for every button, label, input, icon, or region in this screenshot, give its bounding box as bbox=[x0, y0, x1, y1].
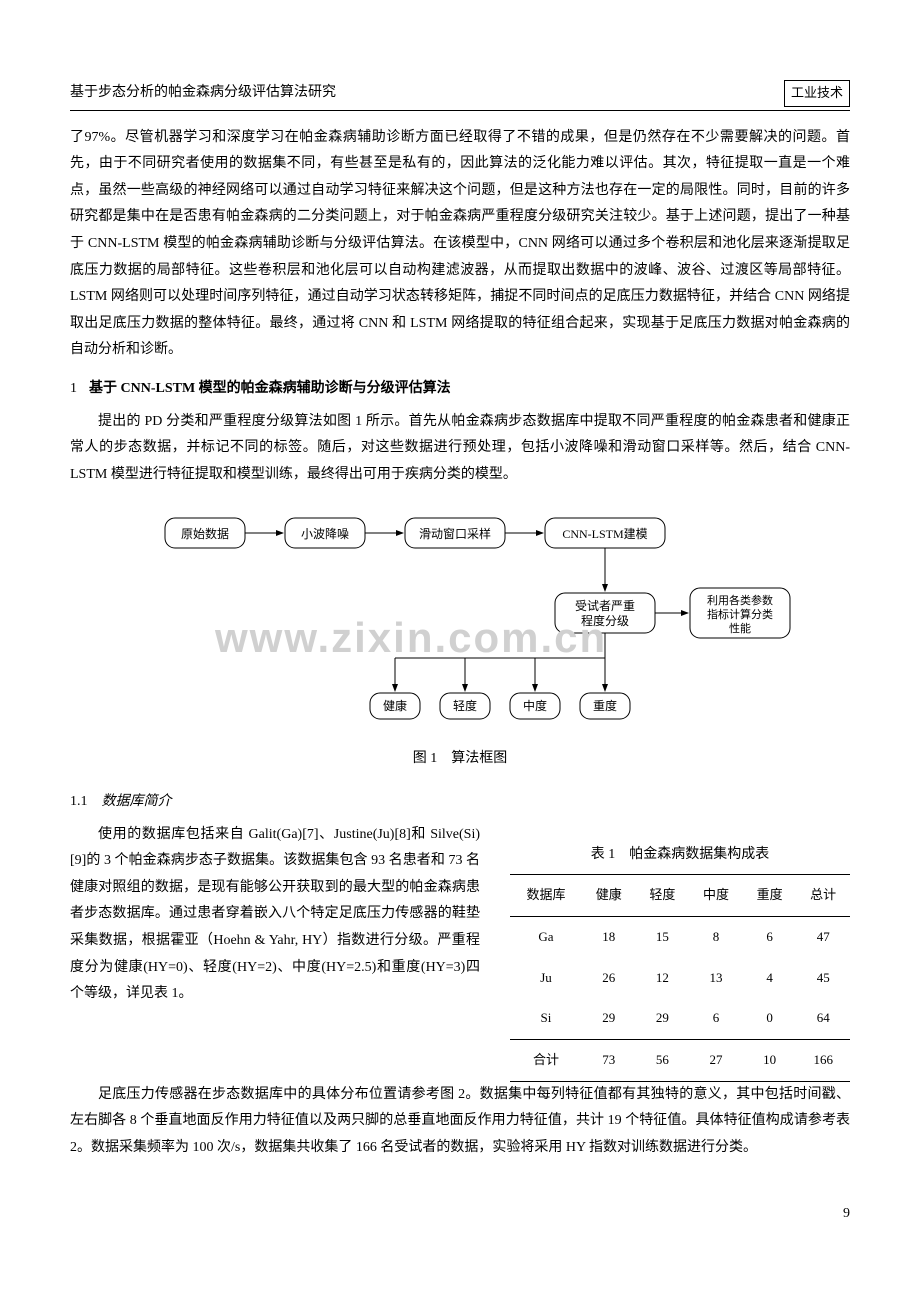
table-cell: 18 bbox=[582, 916, 636, 957]
table-cell: 15 bbox=[636, 916, 690, 957]
svg-text:程度分级: 程度分级 bbox=[581, 613, 629, 628]
subsection11-title: 数据库简介 bbox=[102, 794, 172, 809]
section1-para1: 提出的 PD 分类和严重程度分级算法如图 1 所示。首先从帕金森病步态数据库中提… bbox=[70, 409, 850, 489]
table-cell: 56 bbox=[636, 1039, 690, 1081]
table-cell: 4 bbox=[743, 958, 797, 999]
table-header-cell: 健康 bbox=[582, 875, 636, 917]
section1-num: 1 bbox=[70, 381, 77, 396]
svg-text:受试者严重: 受试者严重 bbox=[575, 598, 635, 613]
svg-text:利用各类参数: 利用各类参数 bbox=[707, 593, 773, 607]
table-cell: 26 bbox=[582, 958, 636, 999]
subsection11-heading: 1.1 数据库简介 bbox=[70, 789, 850, 816]
subsection11-para1: 使用的数据库包括来自 Galit(Ga)[7]、Justine(Ju)[8]和 … bbox=[70, 822, 480, 1008]
table-row: Ju 26 12 13 4 45 bbox=[510, 958, 850, 999]
svg-text:滑动窗口采样: 滑动窗口采样 bbox=[419, 526, 491, 541]
table-header-cell: 数据库 bbox=[510, 875, 582, 917]
table-cell: 6 bbox=[689, 998, 743, 1039]
table-cell: Si bbox=[510, 998, 582, 1039]
table-cell: 0 bbox=[743, 998, 797, 1039]
table-cell: 64 bbox=[796, 998, 850, 1039]
table-cell: Ju bbox=[510, 958, 582, 999]
table-header-row: 数据库 健康 轻度 中度 重度 总计 bbox=[510, 875, 850, 917]
table-cell: 166 bbox=[796, 1039, 850, 1081]
svg-text:CNN-LSTM建模: CNN-LSTM建模 bbox=[562, 527, 647, 541]
figure1-container: www.zixin.com.cn 原始数据 小波降噪 滑动窗口采样 CNN-LS… bbox=[125, 508, 795, 773]
column-left: 使用的数据库包括来自 Galit(Ga)[7]、Justine(Ju)[8]和 … bbox=[70, 822, 480, 1082]
table-cell: 10 bbox=[743, 1039, 797, 1081]
svg-text:指标计算分类: 指标计算分类 bbox=[707, 607, 773, 621]
svg-text:中度: 中度 bbox=[523, 698, 547, 713]
table1-caption-label: 表 1 bbox=[591, 847, 616, 862]
header-right: 工业技术 bbox=[784, 80, 850, 107]
svg-text:原始数据: 原始数据 bbox=[181, 526, 229, 541]
table-cell: 13 bbox=[689, 958, 743, 999]
table-cell: 合计 bbox=[510, 1039, 582, 1081]
two-column-layout: 使用的数据库包括来自 Galit(Ga)[7]、Justine(Ju)[8]和 … bbox=[70, 822, 850, 1082]
page-number: 9 bbox=[70, 1201, 850, 1228]
svg-text:健康: 健康 bbox=[383, 698, 407, 713]
table-cell: 6 bbox=[743, 916, 797, 957]
figure1-caption-label: 图 1 bbox=[413, 751, 438, 766]
svg-text:重度: 重度 bbox=[593, 698, 617, 713]
table-header-cell: 轻度 bbox=[636, 875, 690, 917]
table-row: 合计 73 56 27 10 166 bbox=[510, 1039, 850, 1081]
page-header: 基于步态分析的帕金森病分级评估算法研究 工业技术 bbox=[70, 80, 850, 111]
figure1-svg: 原始数据 小波降噪 滑动窗口采样 CNN-LSTM建模 受试者严重 程度分级 利… bbox=[125, 508, 795, 738]
table-cell: 47 bbox=[796, 916, 850, 957]
table-cell: 12 bbox=[636, 958, 690, 999]
header-left: 基于步态分析的帕金森病分级评估算法研究 bbox=[70, 80, 336, 107]
table-header-cell: 重度 bbox=[743, 875, 797, 917]
subsection11-num: 1.1 bbox=[70, 794, 88, 809]
body-para1: 了97%。尽管机器学习和深度学习在帕金森病辅助诊断方面已经取得了不错的成果，但是… bbox=[70, 125, 850, 364]
section1-heading: 1 基于 CNN-LSTM 模型的帕金森病辅助诊断与分级评估算法 bbox=[70, 376, 850, 403]
svg-text:轻度: 轻度 bbox=[453, 698, 477, 713]
svg-text:小波降噪: 小波降噪 bbox=[301, 527, 349, 541]
table1-caption-text: 帕金森病数据集构成表 bbox=[629, 847, 769, 862]
column-right: 表 1 帕金森病数据集构成表 数据库 健康 轻度 中度 重度 总计 Ga 18 … bbox=[510, 822, 850, 1082]
table-cell: Ga bbox=[510, 916, 582, 957]
table-cell: 8 bbox=[689, 916, 743, 957]
table-row: Ga 18 15 8 6 47 bbox=[510, 916, 850, 957]
figure1-caption: 图 1 算法框图 bbox=[125, 746, 795, 773]
subsection11-para2: 足底压力传感器在步态数据库中的具体分布位置请参考图 2。数据集中每列特征值都有其… bbox=[70, 1082, 850, 1162]
table-cell: 45 bbox=[796, 958, 850, 999]
table-header-cell: 中度 bbox=[689, 875, 743, 917]
table-cell: 29 bbox=[636, 998, 690, 1039]
svg-text:性能: 性能 bbox=[729, 621, 751, 635]
table-cell: 29 bbox=[582, 998, 636, 1039]
table-row: Si 29 29 6 0 64 bbox=[510, 998, 850, 1039]
table-cell: 27 bbox=[689, 1039, 743, 1081]
section1-title: 基于 CNN-LSTM 模型的帕金森病辅助诊断与分级评估算法 bbox=[89, 381, 451, 396]
table1-caption: 表 1 帕金森病数据集构成表 bbox=[510, 842, 850, 869]
figure1-caption-text: 算法框图 bbox=[451, 751, 507, 766]
table-cell: 73 bbox=[582, 1039, 636, 1081]
table-header-cell: 总计 bbox=[796, 875, 850, 917]
table1: 数据库 健康 轻度 中度 重度 总计 Ga 18 15 8 6 47 bbox=[510, 874, 850, 1081]
